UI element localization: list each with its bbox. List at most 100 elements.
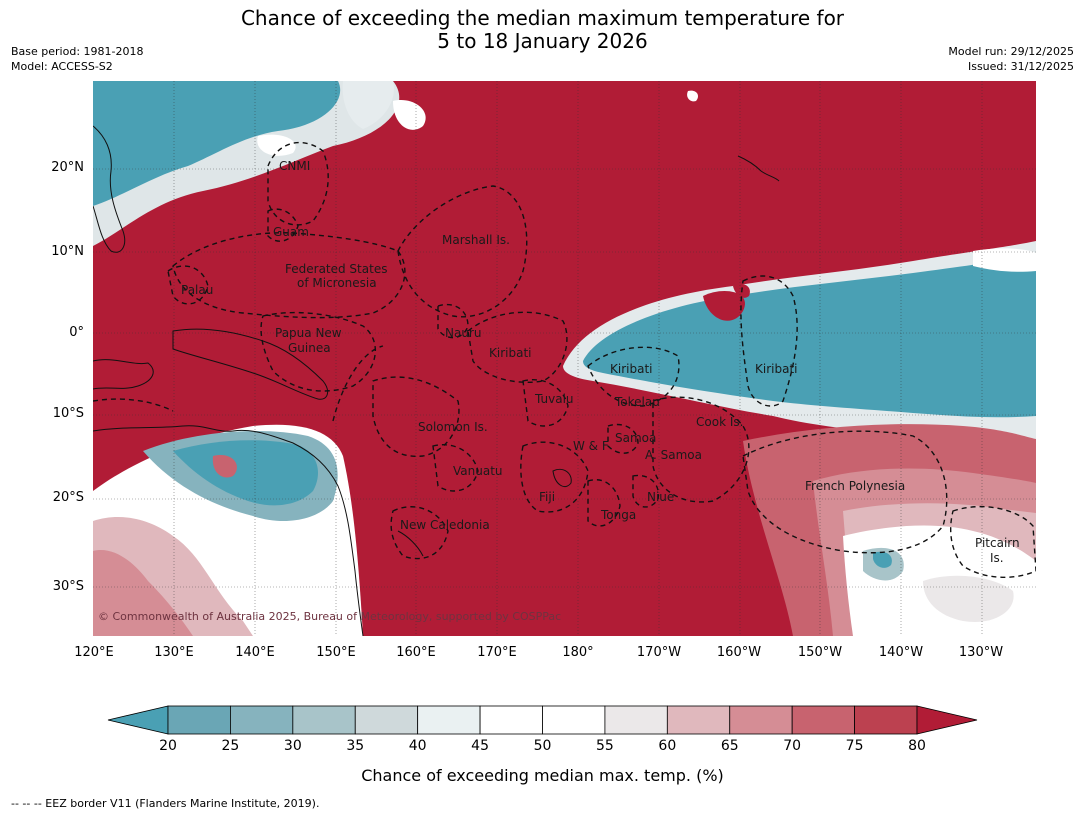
colorbar-tick-label: 60	[658, 738, 677, 754]
eez-cnmi	[267, 141, 329, 226]
colorbar-segment	[292, 705, 356, 735]
lon-tick: 180°	[562, 645, 594, 660]
colorbar-segment	[604, 705, 668, 735]
model-run: Model run: 29/12/2025	[948, 45, 1074, 58]
colorbar-segment	[479, 705, 543, 735]
lon-tick: 120°E	[74, 645, 114, 660]
label-french-polynesia: French Polynesia	[805, 479, 905, 493]
eez-fsm	[172, 232, 406, 319]
colorbar-segment	[729, 705, 793, 735]
colorbar	[107, 705, 978, 735]
label-fiji: Fiji	[539, 490, 555, 504]
lat-tick: 10°N	[51, 244, 84, 259]
label-nauru: Nauru	[445, 326, 481, 340]
colorbar-tick-label: 55	[595, 738, 614, 754]
colorbar-label: Chance of exceeding median max. temp. (%…	[361, 766, 724, 785]
lon-tick: 160°E	[396, 645, 436, 660]
colorbar-extend-low	[107, 705, 169, 735]
eez-marshall	[397, 185, 528, 318]
eez-cook	[652, 396, 750, 503]
colorbar-extend-high	[916, 705, 978, 735]
issued-date: Issued: 31/12/2025	[967, 60, 1074, 73]
label-solomon: Solomon Is.	[418, 420, 488, 434]
label-guam: Guam	[273, 225, 309, 239]
eez-guam	[267, 208, 299, 242]
hawaii-coast	[737, 155, 780, 182]
colorbar-tick-label: 30	[283, 738, 302, 754]
label-tonga: Tonga	[600, 508, 636, 522]
colorbar-tick-label: 40	[408, 738, 427, 754]
eez-borders	[93, 141, 1036, 579]
colorbar-segment	[666, 705, 731, 735]
colorbar-tick-label: 70	[783, 738, 802, 754]
eez-frpoly	[742, 430, 948, 554]
chart-title: Chance of exceeding the median maximum t…	[0, 7, 1085, 53]
indonesia-coast	[93, 359, 154, 390]
label-vanuatu: Vanuatu	[453, 464, 503, 478]
colorbar-tick-label: 75	[845, 738, 864, 754]
colorbar-segment	[167, 705, 231, 735]
label-wallis-futuna: W & F	[573, 439, 609, 453]
eez-tuvalu	[522, 379, 569, 427]
label-palau: Palau	[181, 283, 213, 297]
eez-nauru	[437, 303, 469, 339]
label-png-line1: Papua New	[275, 326, 342, 340]
new-guinea-coast	[172, 328, 329, 400]
eez-png	[260, 311, 377, 392]
label-samoa: Samoa	[615, 431, 656, 445]
label-fsm-line2: of Micronesia	[297, 276, 377, 290]
eez-niue	[632, 474, 660, 508]
colorbar-tick-label: 50	[533, 738, 552, 754]
cool-region-equatorial-core	[583, 256, 1036, 418]
lon-tick: 170°E	[477, 645, 517, 660]
colorbar-tick-label: 65	[720, 738, 739, 754]
lon-tick: 170°W	[636, 645, 682, 660]
colorbar-segment	[854, 705, 918, 735]
colorbar-segment	[354, 705, 419, 735]
colorbar-segment	[417, 705, 481, 735]
title-line-1: Chance of exceeding the median maximum t…	[240, 6, 845, 30]
colorbar-segment	[791, 705, 855, 735]
fiji-coast	[552, 468, 572, 487]
lon-tick: 160°W	[716, 645, 762, 660]
probability-map: CNMI Guam Marshall Is. Federated States …	[93, 81, 1036, 636]
colorbar-tick-label: 45	[471, 738, 489, 754]
colorbar-tick-label: 20	[159, 738, 177, 754]
eez-solomon	[372, 376, 460, 457]
colorbar-tick-label: 35	[346, 738, 365, 754]
lon-tick: 150°E	[316, 645, 356, 660]
eez-newcal	[390, 506, 449, 560]
eez-tonga	[587, 479, 621, 527]
lon-tick: 130°E	[154, 645, 194, 660]
label-tuvalu: Tuvalu	[534, 392, 574, 406]
label-png-line2: Guinea	[288, 341, 331, 355]
label-tokelau: Tokelau	[614, 395, 660, 409]
metadata-right: Model run: 29/12/2025 Issued: 31/12/2025	[948, 44, 1074, 74]
label-kiribati-central: Kiribati	[610, 362, 652, 376]
copyright-notice: © Commonwealth of Australia 2025, Bureau…	[98, 610, 562, 623]
lat-tick: 30°S	[52, 579, 84, 594]
metadata-left: Base period: 1981-2018 Model: ACCESS-S2	[11, 44, 143, 74]
eez-samoa	[607, 423, 639, 454]
eez-kiribati-line	[740, 275, 798, 407]
colorbar-segment	[542, 705, 606, 735]
coastlines	[93, 125, 780, 636]
label-cnmi: CNMI	[279, 159, 310, 173]
lat-tick: 20°N	[51, 160, 84, 175]
region-labels: CNMI Guam Marshall Is. Federated States …	[181, 159, 1020, 565]
lat-tick: 0°	[69, 325, 84, 340]
lon-tick: 130°W	[958, 645, 1004, 660]
eez-legend-note: -- -- -- EEZ border V11 (Flanders Marine…	[11, 797, 320, 810]
new-caledonia-coast	[397, 530, 424, 557]
map-svg: CNMI Guam Marshall Is. Federated States …	[93, 81, 1036, 636]
label-kiribati-east: Kiribati	[755, 362, 797, 376]
label-niue: Niue	[647, 490, 674, 504]
cool-region-north-west-core	[93, 81, 341, 206]
eez-vanuatu	[432, 444, 479, 492]
label-cook: Cook Is.	[696, 415, 743, 429]
lon-tick: 140°E	[235, 645, 275, 660]
label-pitcairn-line1: Pitcairn	[975, 536, 1020, 550]
label-new-caledonia: New Caledonia	[400, 518, 490, 532]
australia-coast	[93, 425, 364, 636]
lon-tick: 150°W	[797, 645, 843, 660]
